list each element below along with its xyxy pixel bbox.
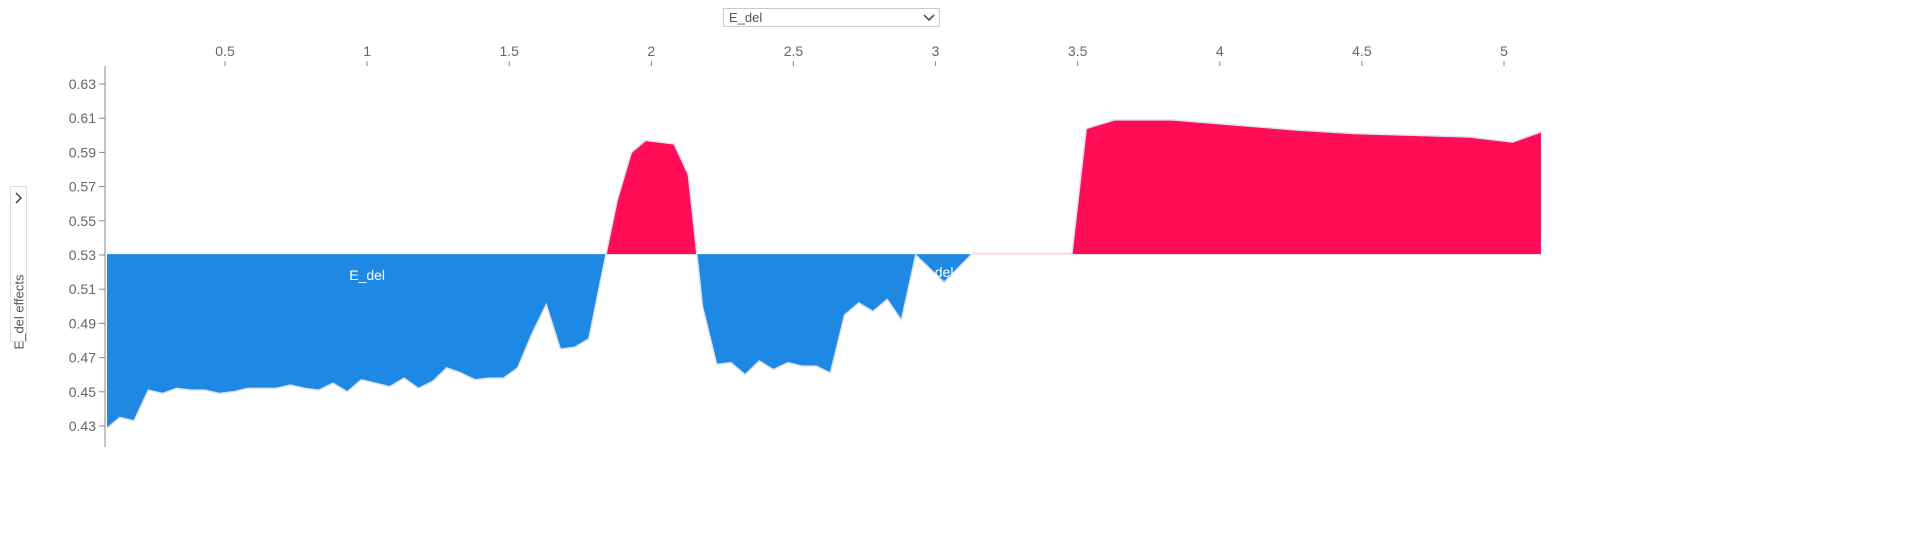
- chevron-right-icon: [15, 192, 23, 204]
- negative-effect-area: [696, 254, 972, 375]
- x-tick-label: 3: [932, 43, 940, 59]
- feature-select-dropdown[interactable]: E_del: [723, 8, 940, 27]
- area-group: [107, 119, 1542, 430]
- x-tick-label: 1.5: [499, 43, 519, 59]
- area-feature-label: E_del: [918, 264, 954, 280]
- x-tick-label: 3.5: [1068, 43, 1088, 59]
- x-tick-label: 5: [1500, 43, 1508, 59]
- y-tick-label: 0.53: [69, 247, 96, 263]
- x-tick-label: 2: [647, 43, 655, 59]
- positive-effect-area: [971, 119, 1541, 255]
- x-tick-label: 1: [363, 43, 371, 59]
- y-tick-label: 0.59: [69, 144, 96, 160]
- y-tick-label: 0.57: [69, 179, 96, 195]
- y-tick-label: 0.43: [69, 418, 96, 434]
- y-tick-label: 0.61: [69, 110, 96, 126]
- y-tick-label: 0.63: [69, 76, 96, 92]
- negative-effect-area: [107, 254, 606, 429]
- effect-curve-line: [107, 119, 1542, 430]
- y-tick-label: 0.55: [69, 213, 96, 229]
- x-tick-label: 4: [1216, 43, 1224, 59]
- area-feature-label: E_del: [349, 267, 385, 283]
- y-axis-feature-toggle[interactable]: E_del effects: [10, 186, 27, 349]
- feature-select-value: E_del: [729, 10, 763, 25]
- x-tick-label: 0.5: [215, 43, 235, 59]
- positive-effect-area: [606, 140, 697, 255]
- y-tick-label: 0.45: [69, 384, 96, 400]
- y-tick-label: 0.49: [69, 315, 96, 331]
- y-tick-label: 0.47: [69, 350, 96, 366]
- chevron-down-icon: [923, 14, 935, 22]
- x-tick-label: 4.5: [1352, 43, 1372, 59]
- y-tick-label: 0.51: [69, 281, 96, 297]
- x-tick-label: 2.5: [784, 43, 804, 59]
